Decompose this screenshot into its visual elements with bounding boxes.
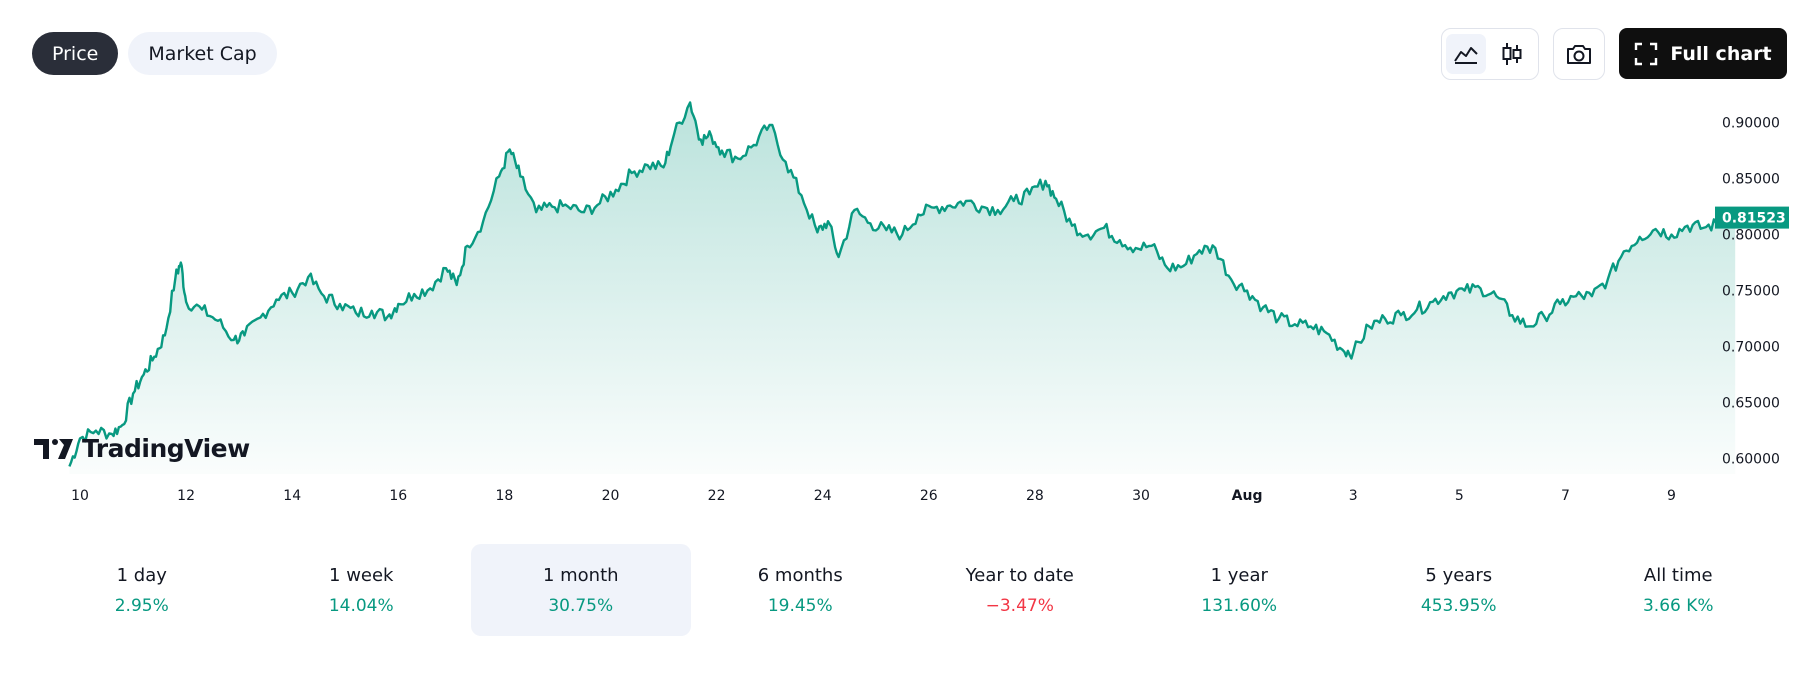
x-axis-tick-label: 24: [814, 488, 832, 504]
period-label: 5 years: [1425, 564, 1493, 586]
x-axis-tick-label: 5: [1455, 488, 1464, 504]
period-6-months[interactable]: 6 months 19.45%: [691, 544, 911, 636]
period-1-week[interactable]: 1 week 14.04%: [252, 544, 472, 636]
snapshot-button[interactable]: [1553, 28, 1605, 80]
period-label: 1 year: [1210, 564, 1268, 586]
y-axis-tick-label: 0.80000: [1722, 228, 1780, 244]
x-axis-tick-label: 12: [177, 488, 195, 504]
x-axis-tick-label: 16: [389, 488, 407, 504]
period-change-value: −3.47%: [985, 595, 1054, 616]
period-5-years[interactable]: 5 years 453.95%: [1349, 544, 1569, 636]
chart-type-selector: [1441, 28, 1539, 80]
x-axis-tick-label: 26: [920, 488, 938, 504]
period-change-value: 30.75%: [548, 595, 614, 616]
price-line: [68, 101, 1736, 467]
period-1-month[interactable]: 1 month 30.75%: [471, 544, 691, 636]
period-label: 1 day: [116, 564, 167, 586]
period-label: 1 week: [329, 564, 394, 586]
period-all-time[interactable]: All time 3.66 K%: [1569, 544, 1789, 636]
x-axis-tick-label: 10: [71, 488, 89, 504]
y-axis-tick-label: 0.60000: [1722, 452, 1780, 468]
price-chart[interactable]: 0.90000 0.85000 0.80000 0.75000 0.70000 0.650…: [0, 90, 1811, 510]
market-cap-toggle-button[interactable]: Market Cap: [128, 32, 277, 75]
y-axis-tick-label: 0.85000: [1722, 172, 1780, 188]
y-axis-tick-label: 0.70000: [1722, 340, 1780, 356]
period-label: All time: [1643, 564, 1713, 586]
period-1-day[interactable]: 1 day 2.95%: [32, 544, 252, 636]
x-axis-tick-label: Aug: [1232, 488, 1263, 504]
period-change-value: 453.95%: [1420, 595, 1497, 616]
performance-periods: 1 day 2.95% 1 week 14.04% 1 month 30.75% 6 mon…: [32, 544, 1788, 636]
last-price-badge: [1715, 206, 1789, 229]
period-change-value: 2.95%: [114, 595, 169, 616]
price-area-fill: [69, 102, 1736, 474]
full-chart-label: Full chart: [1670, 42, 1772, 65]
period-change-value: 131.60%: [1201, 595, 1278, 616]
x-axis-tick-label: 28: [1026, 488, 1044, 504]
y-axis-tick-label: 0.65000: [1722, 396, 1780, 412]
period-label: 1 month: [542, 564, 619, 586]
y-axis-tick-label: 0.90000: [1722, 116, 1780, 132]
x-axis-tick-label: 3: [1349, 488, 1358, 504]
x-axis-tick-label: 9: [1667, 488, 1676, 504]
period-change-value: 3.66 K%: [1642, 595, 1714, 616]
price-marketcap-toggle: Price Market Cap: [32, 32, 277, 75]
period-label: Year to date: [965, 564, 1074, 586]
period-year-to-date[interactable]: Year to date −3.47%: [910, 544, 1130, 636]
fullscreen-icon: [1635, 42, 1658, 65]
period-change-value: 19.45%: [767, 595, 833, 616]
y-axis-tick-label: 0.75000: [1722, 284, 1780, 300]
x-axis-tick-label: 7: [1561, 488, 1570, 504]
x-axis-tick-label: 18: [495, 488, 513, 504]
price-toggle-button[interactable]: Price: [32, 32, 119, 75]
candlestick-icon: [1502, 43, 1522, 65]
tradingview-logo-text: TradingView: [82, 434, 250, 463]
tradingview-logo[interactable]: TradingView: [34, 434, 250, 463]
period-label: 6 months: [757, 564, 843, 586]
candlestick-chart-button[interactable]: [1492, 34, 1532, 74]
x-axis-tick-label: 14: [283, 488, 301, 504]
x-axis-tick-label: 30: [1132, 488, 1150, 504]
area-chart-icon: [1454, 47, 1478, 64]
full-chart-button[interactable]: Full chart: [1619, 28, 1787, 79]
last-price-label: 0.81523: [1722, 211, 1786, 227]
tradingview-logo-icon: [34, 438, 73, 459]
period-change-value: 14.04%: [328, 595, 394, 616]
x-axis-tick-label: 20: [602, 488, 620, 504]
market-cap-toggle-label: Market Cap: [148, 42, 257, 65]
area-chart-button[interactable]: [1446, 34, 1486, 74]
price-toggle-label: Price: [52, 42, 99, 65]
camera-icon: [1567, 45, 1591, 64]
period-1-year[interactable]: 1 year 131.60%: [1130, 544, 1350, 636]
x-axis-tick-label: 22: [708, 488, 726, 504]
